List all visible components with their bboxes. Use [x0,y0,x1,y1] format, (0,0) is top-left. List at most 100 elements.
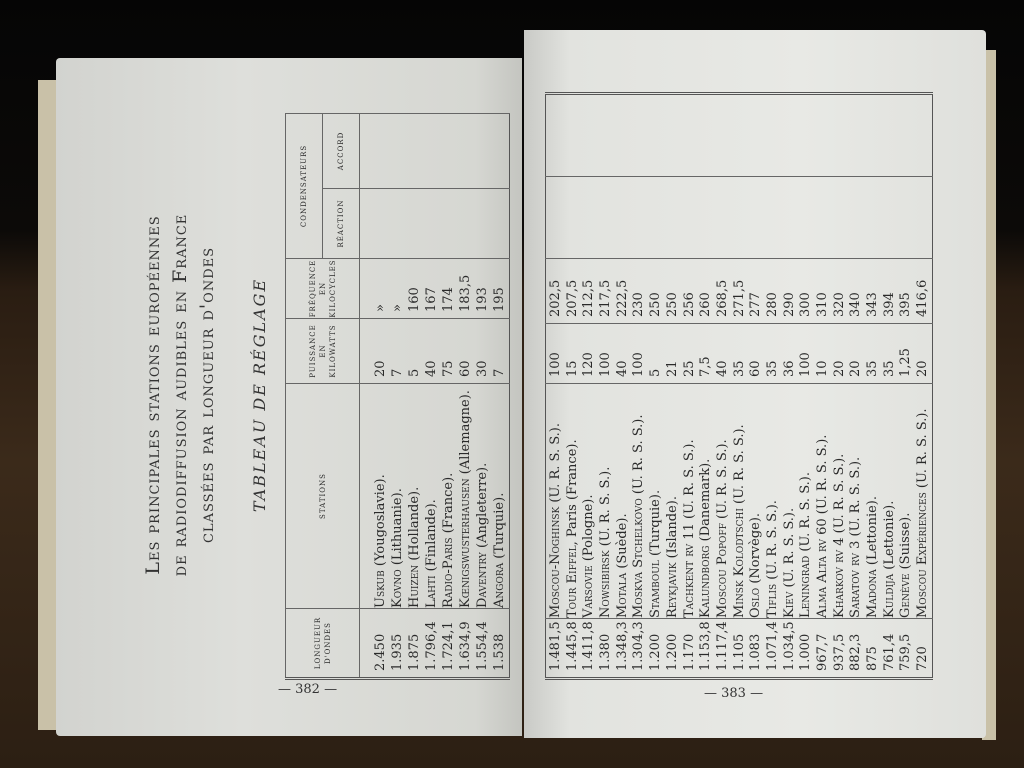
station-country: (U. R. S. S.). [798,472,814,556]
wavelength-value: 2.450 [373,633,388,671]
station-name-cell: Nowsibirsk (U. R. S. S.). [598,384,615,618]
frequency-value: 310 [815,292,830,317]
station-name: Alma Alta rv 60 [815,518,830,618]
header-condensers: CONDENSATEURS [285,113,323,259]
wavelength-value: 759,5 [898,633,914,671]
col-stations: Moscou-Noghinsk (U. R. S. S.). Tour Eiffe… [545,383,933,619]
wavelength-value: 1.083 [748,633,764,671]
station-name: Kuldija [881,573,897,618]
power-value: 21 [664,360,680,377]
station-country: (U. R. S. S.). [631,414,647,499]
station-country: (France). [441,472,456,538]
station-name: Moscou-Noghinsk [548,506,563,618]
power-value: 40 [424,360,439,377]
frequency-value: 395 [898,292,914,317]
station-country: (U. R. S. S.). [714,439,730,524]
station-country: Paris (France). [564,439,580,542]
frequency-value: 416,6 [915,279,931,317]
power-value: 30 [475,360,490,377]
station-name: Motala [614,572,630,618]
power-value: 35 [731,360,747,377]
wavelength-value: 1.304,3 [631,621,647,671]
station-name-cell: Tour Eiffel, Paris (France). [565,384,582,618]
frequency-value: 160 [407,287,422,312]
wavelength-value: 1.200 [664,633,680,671]
station-name-cell: Angora (Turquie). [491,384,508,608]
wavelength-value: 1.105 [731,633,747,671]
col-reaction [359,188,510,259]
wavelength-value: 1.724,1 [441,621,456,671]
power-value: 20 [915,360,931,377]
station-country: (U. R. S. S.). [848,456,864,541]
station-name-cell: Moskva Stchelkovo (U. R. S. S.). [631,384,648,619]
station-name-cell: Leningrad (U. R. S. S.). [798,384,815,618]
wavelength-value: 1.875 [407,633,422,671]
wavelength-value: 1.071,4 [764,621,780,671]
title-line: classées par longueur d'ondes [196,246,218,544]
wavelength-value: 1.170 [681,633,697,671]
col-frequency: »» 160 167 174 183,5 193 195 [359,258,510,319]
page-title: Les principales stations européennes de … [140,95,221,695]
station-country: (Lithuanie). [390,488,405,570]
wavelength-value: 1.000 [798,633,814,671]
station-name: Uskub [373,570,388,608]
frequency-value: 394 [881,292,897,317]
left-page-content: Les principales stations européennes de … [120,95,520,695]
wavelength-value: 1.554,4 [475,621,490,671]
power-value: 100 [798,352,814,377]
station-name: Kovno [390,569,405,608]
station-name-cell: Moscou-Noghinsk (U. R. S. S.). [548,384,565,618]
header-frequency: FRÉQUENCE EN KILOCYCLES [285,258,360,319]
power-value: 100 [548,352,563,377]
station-name: Stamboul [648,560,664,618]
frequency-value: 207,5 [564,279,580,317]
wavelength-value: 875 [865,646,881,671]
station-name-cell: Huizen (Hollande). [406,384,423,608]
wavelength-value: 720 [915,646,931,671]
station-name: Daventry [475,552,490,608]
station-name-cell: Radio-Paris (France). [440,384,457,608]
station-name-cell: Reykjavik (Islande). [665,384,682,618]
station-name: Huizen [407,564,422,608]
station-country: (Hollande). [407,486,422,565]
frequency-value: 195 [492,287,507,312]
frequency-value: » [373,304,388,312]
station-country: (U. R. S. S.). [915,408,931,493]
wavelength-value: 1.538 [492,633,507,671]
wavelength-value: 1.411,8 [581,621,597,671]
wavelength-value: 1.481,5 [548,621,563,671]
frequency-value: 260 [698,292,714,317]
left-page [56,58,522,736]
power-value: 35 [865,360,881,377]
station-country: (Angleterre). [475,462,490,553]
col-power: 20 7 5 40 75 60 30 7 [359,318,510,384]
power-value: 35 [881,360,897,377]
col-power: 100 15 120 100 40 100 5 21 25 7,5 40 35 60 35 36 100 10 2… [545,323,933,384]
station-country: (U. R. S. S.). [598,466,614,551]
header-wavelength: LONGUEUR D'ONDES [285,608,360,679]
station-name-cell: Saratov rv 3 (U. R. S. S.). [848,384,865,618]
station-name: Nowsibirsk [598,550,614,618]
wavelength-value: 1.348,3 [614,621,630,671]
station-name: Genève [898,573,914,618]
wavelength-value: 967,7 [815,633,830,671]
station-name-cell: Kiev (U. R. S. S.). [782,384,799,618]
frequency-value: 217,5 [598,279,614,317]
station-country: (U. R. S. S.). [781,507,797,592]
col-tuning [545,93,933,177]
wavelength-value: 1.117,4 [714,621,730,671]
power-value: 10 [815,360,830,377]
title-line: Les principales stations européennes [142,215,164,575]
power-value: 20 [848,360,864,377]
col-reaction [545,176,933,259]
power-value: 15 [564,360,580,377]
power-value: 7 [390,368,405,377]
wavelength-value: 1.380 [598,633,614,671]
station-country: (Danemark). [698,458,714,546]
station-name-cell: Minsk Kolodtschi (U. R. S. S.). [732,384,749,618]
wavelength-value: 1.935 [390,633,405,671]
station-name-cell: Kuldija (Lettonie). [882,384,899,618]
station-name-cell: Tiflis (U. R. S. S.). [765,384,782,618]
header-power: PUISSANCE EN KILOWATTS [285,318,360,384]
station-name: Angora [492,562,507,608]
